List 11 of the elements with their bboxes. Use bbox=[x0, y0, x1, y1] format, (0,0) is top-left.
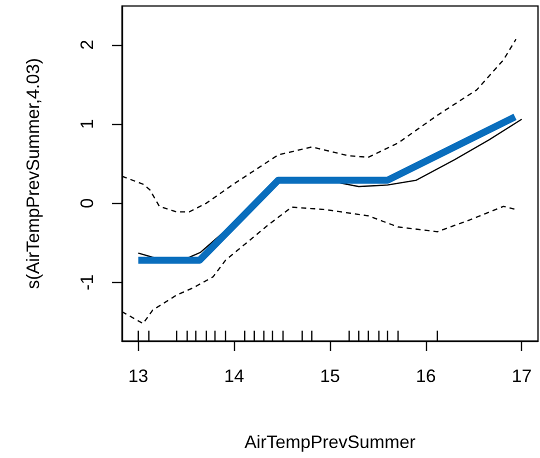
y-tick-label: -1 bbox=[77, 274, 97, 290]
x-tick-label: 13 bbox=[128, 366, 148, 386]
x-tick-label: 17 bbox=[512, 366, 532, 386]
y-tick-label: 1 bbox=[77, 118, 97, 130]
x-tick-label: 16 bbox=[416, 366, 436, 386]
y-axis-title: s(AirTempPrevSummer,4.03) bbox=[23, 58, 43, 290]
x-tick-label: 14 bbox=[224, 366, 244, 386]
x-tick-label: 15 bbox=[320, 366, 340, 386]
y-tick-label: 2 bbox=[77, 40, 97, 50]
y-tick-label: 0 bbox=[77, 198, 97, 208]
x-axis-title: AirTempPrevSummer bbox=[244, 432, 416, 452]
